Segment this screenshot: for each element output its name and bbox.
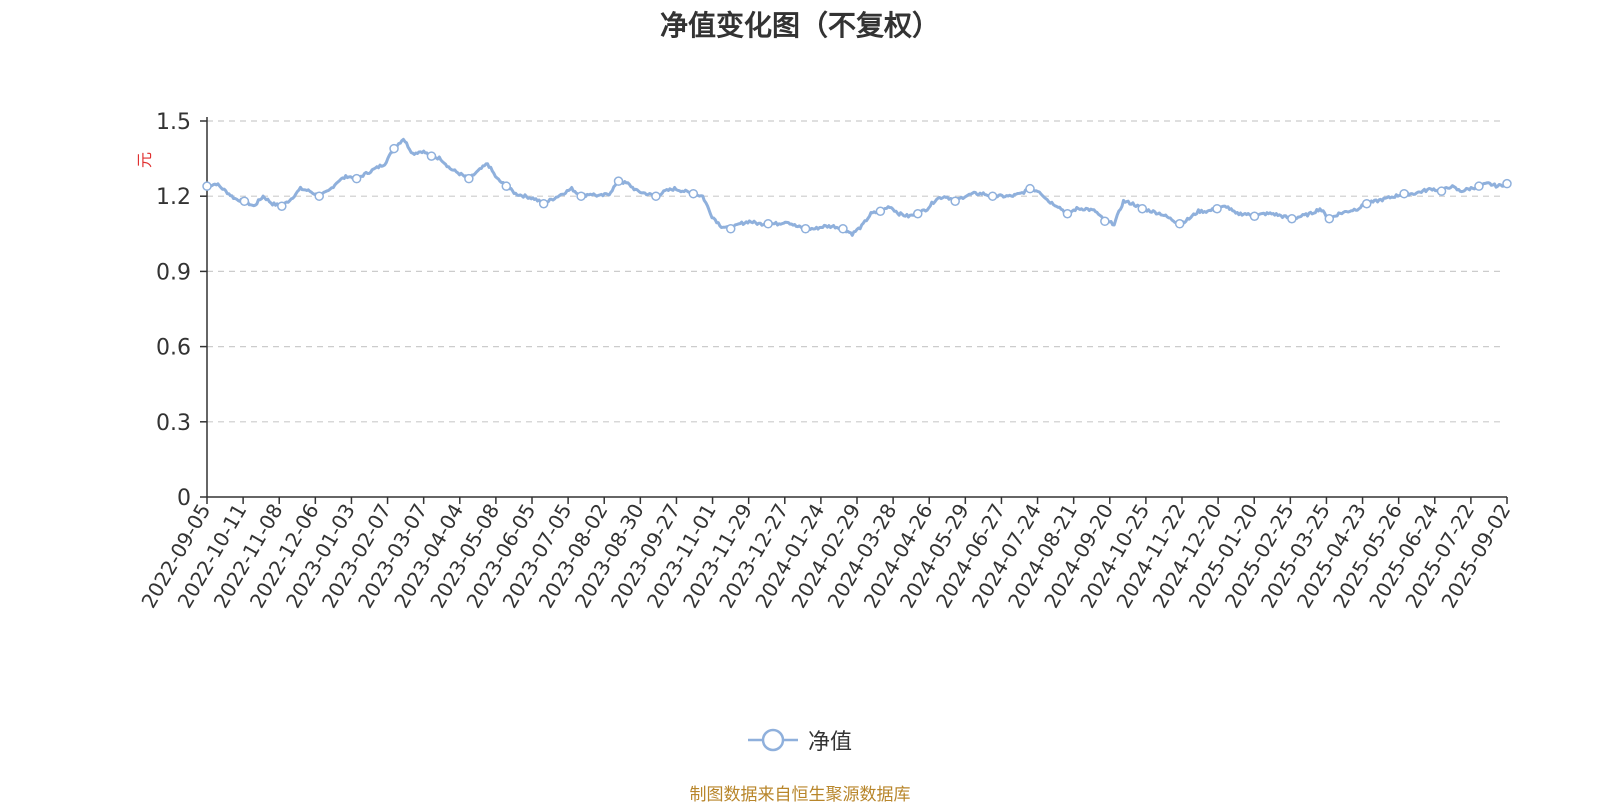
source-note: 制图数据来自恒生聚源数据库 <box>689 785 911 805</box>
legend-line-circle-icon <box>747 728 798 752</box>
series-layer <box>202 137 1512 237</box>
y-tick-label: 1.2 <box>156 185 191 210</box>
data-point-marker <box>613 176 624 186</box>
data-point-marker <box>239 196 250 206</box>
data-point-marker <box>426 151 437 161</box>
grid-lines <box>207 120 1501 423</box>
data-point-marker <box>1436 186 1447 196</box>
data-point-marker <box>1174 219 1185 229</box>
y-tick-label: 0.9 <box>156 260 191 285</box>
axes <box>200 117 1508 504</box>
data-point-marker <box>1399 188 1409 199</box>
chart-title: 净值变化图（不复权） <box>659 9 940 42</box>
data-point-marker <box>987 191 998 201</box>
data-point-marker <box>1100 216 1110 227</box>
series-line-netvalue <box>206 137 1508 237</box>
data-point-marker <box>725 224 736 234</box>
data-point-marker <box>351 173 362 184</box>
data-point-marker <box>1212 203 1222 214</box>
y-tick-label: 1.5 <box>156 110 191 135</box>
data-point-marker <box>1137 203 1148 214</box>
legend-label: 净值 <box>807 730 852 755</box>
data-point-marker <box>576 191 586 201</box>
data-point-marker <box>688 188 699 199</box>
data-point-marker <box>389 143 399 154</box>
data-point-marker <box>1502 178 1512 189</box>
data-point-marker <box>538 198 549 209</box>
data-point-marker <box>1324 214 1335 224</box>
y-tick-label: 0 <box>177 486 191 511</box>
data-point-marker <box>1474 181 1484 191</box>
data-point-marker <box>875 206 886 216</box>
y-axis-label: 元 <box>135 152 154 168</box>
data-point-marker <box>1361 198 1372 209</box>
data-point-marker <box>1025 183 1035 194</box>
data-point-marker <box>314 191 324 201</box>
y-tick-label: 0.3 <box>156 411 191 436</box>
data-point-marker <box>277 201 287 211</box>
data-point-marker <box>913 208 923 219</box>
data-point-marker <box>763 219 773 229</box>
data-point-marker <box>501 181 512 191</box>
y-tick-labels: 0 0.3 0.6 0.9 1.2 1.5 <box>156 110 191 511</box>
data-point-marker <box>1249 211 1260 222</box>
data-point-marker <box>1062 208 1073 219</box>
data-point-marker <box>464 173 474 184</box>
data-point-marker <box>651 191 661 201</box>
y-tick-label: 0.6 <box>156 336 191 361</box>
data-point-marker <box>202 181 212 191</box>
data-point-marker <box>1287 214 1297 224</box>
legend[interactable]: 净值 <box>0 724 1600 759</box>
data-point-marker <box>800 224 811 234</box>
data-point-marker <box>838 224 848 234</box>
x-tick-labels: 2022-09-052022-10-112022-11-082022-12-06… <box>136 499 1515 612</box>
data-point-marker <box>950 196 960 206</box>
